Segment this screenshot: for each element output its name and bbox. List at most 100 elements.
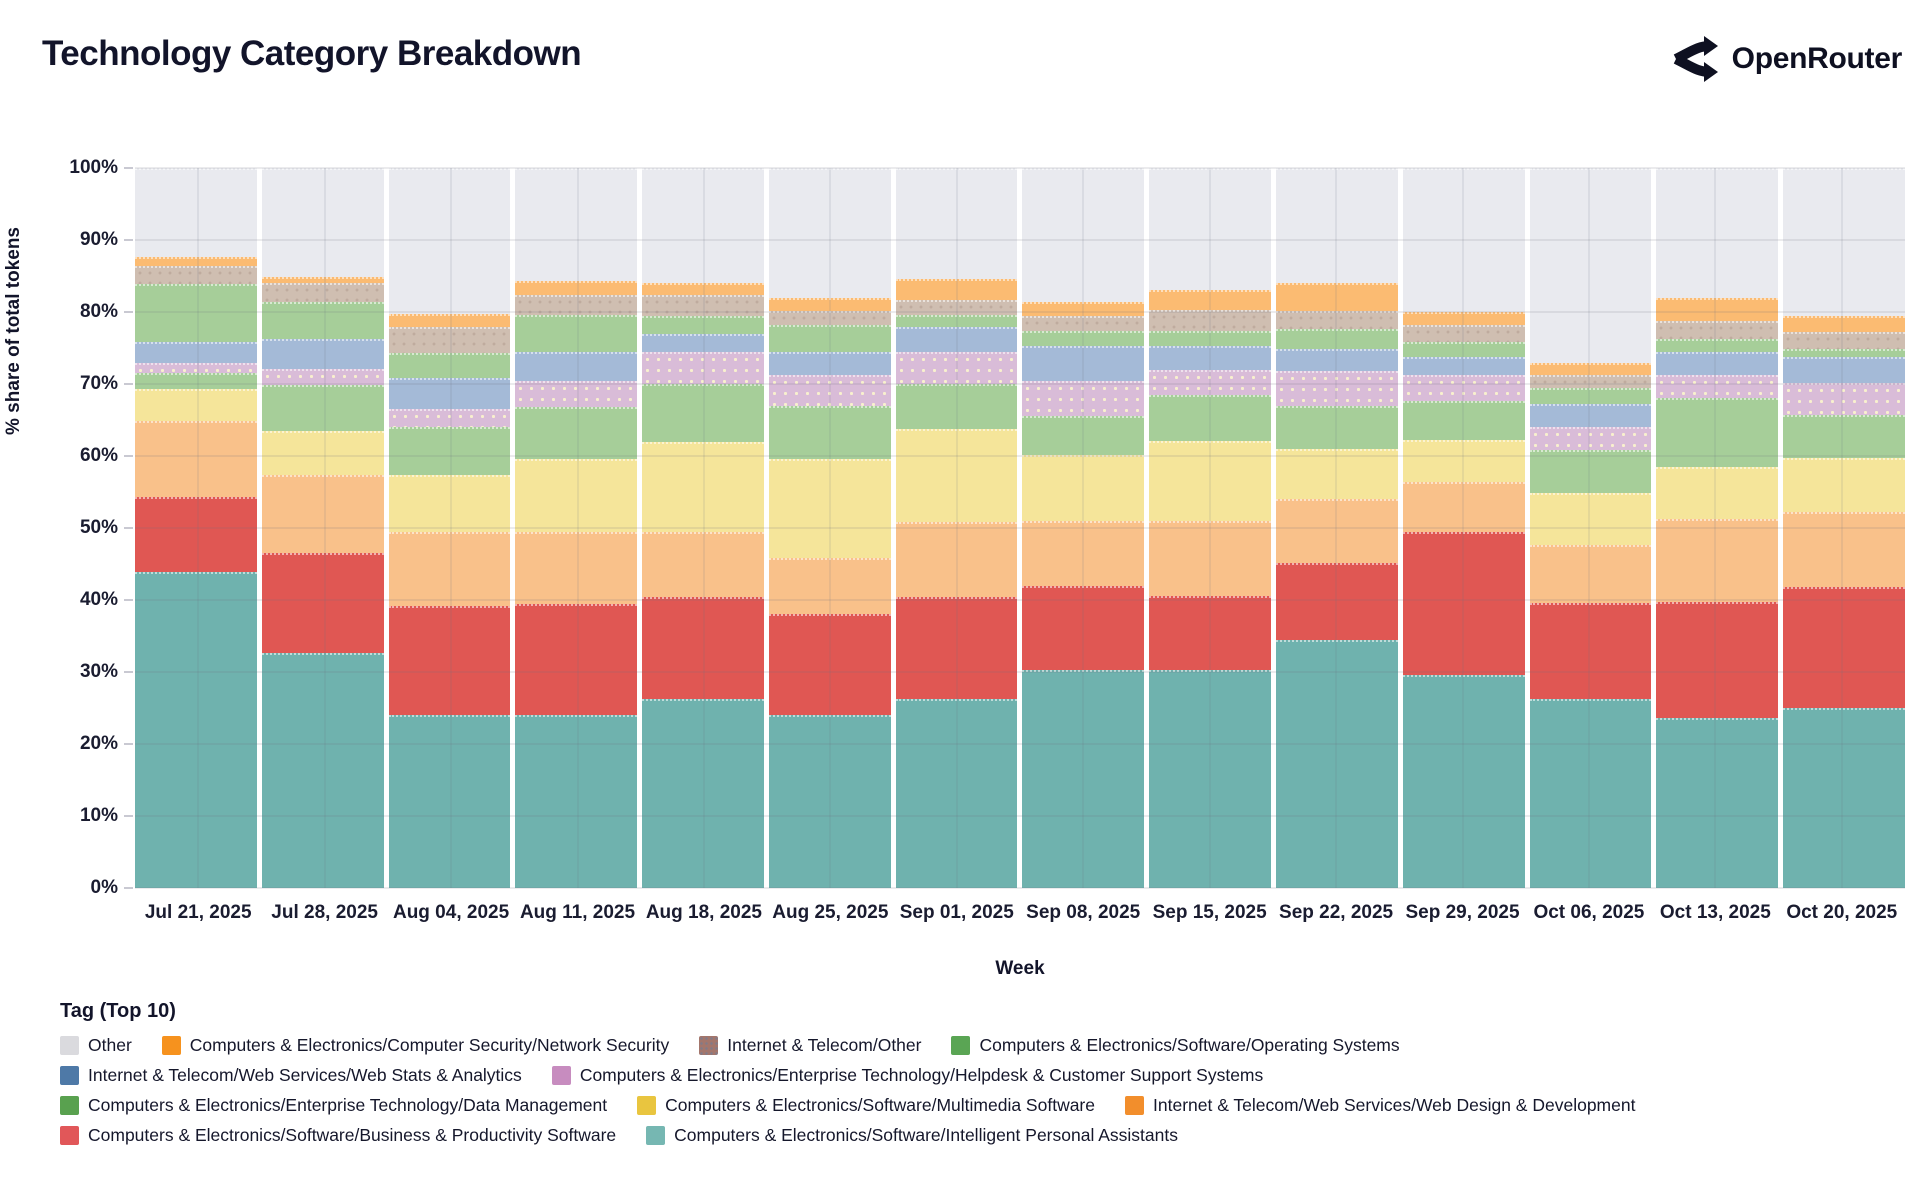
bar-segment[interactable] bbox=[1149, 596, 1272, 670]
bar-segment[interactable] bbox=[1529, 388, 1652, 405]
bar-segment[interactable] bbox=[642, 282, 764, 296]
bar-segment[interactable] bbox=[642, 316, 764, 335]
bar-segment[interactable] bbox=[1783, 382, 1905, 415]
bar-segment[interactable] bbox=[1529, 602, 1652, 700]
bar-segment[interactable] bbox=[1529, 545, 1652, 603]
bar-segment[interactable] bbox=[515, 532, 638, 605]
bar-segment[interactable] bbox=[1276, 371, 1398, 406]
bar-segment[interactable] bbox=[388, 606, 511, 716]
bar-segment[interactable] bbox=[1149, 440, 1272, 521]
bar-segment[interactable] bbox=[1783, 356, 1905, 383]
bar-segment[interactable] bbox=[1783, 168, 1905, 317]
bar-segment[interactable] bbox=[1022, 302, 1145, 316]
bar-segment[interactable] bbox=[1529, 404, 1652, 428]
legend-item[interactable]: Computers & Electronics/Software/Operati… bbox=[951, 1035, 1400, 1056]
bar-segment[interactable] bbox=[1529, 450, 1652, 494]
bar-segment[interactable] bbox=[1783, 587, 1905, 708]
bar-segment[interactable] bbox=[135, 421, 257, 498]
legend-item[interactable]: Computers & Electronics/Computer Securit… bbox=[161, 1035, 669, 1056]
bar-segment[interactable] bbox=[768, 614, 891, 716]
bar-segment[interactable] bbox=[388, 426, 511, 475]
bar-segment[interactable] bbox=[1529, 168, 1652, 364]
legend-item[interactable]: Internet & Telecom/Web Services/Web Desi… bbox=[1125, 1095, 1635, 1116]
bar-segment[interactable] bbox=[135, 168, 257, 257]
bar-segment[interactable] bbox=[1656, 519, 1779, 603]
bar-segment[interactable] bbox=[135, 372, 257, 390]
bar-segment[interactable] bbox=[768, 311, 891, 326]
legend-item[interactable]: Computers & Electronics/Enterprise Techn… bbox=[60, 1095, 607, 1116]
bar-segment[interactable] bbox=[1276, 282, 1398, 312]
bar-segment[interactable] bbox=[1783, 316, 1905, 333]
bar-segment[interactable] bbox=[895, 168, 1018, 279]
bar-segment[interactable] bbox=[1402, 674, 1525, 888]
bar-segment[interactable] bbox=[1656, 718, 1779, 888]
bar-segment[interactable] bbox=[515, 715, 638, 888]
bar-segment[interactable] bbox=[1656, 339, 1779, 353]
bar-segment[interactable] bbox=[1529, 493, 1652, 546]
bar-segment[interactable] bbox=[768, 405, 891, 459]
bar-segment[interactable] bbox=[642, 295, 764, 317]
bar-segment[interactable] bbox=[261, 384, 384, 431]
bar-segment[interactable] bbox=[261, 368, 384, 385]
bar-segment[interactable] bbox=[1276, 328, 1398, 349]
bar-segment[interactable] bbox=[1276, 499, 1398, 563]
bar-segment[interactable] bbox=[515, 381, 638, 408]
bar-segment[interactable] bbox=[1022, 168, 1145, 302]
bar-segment[interactable] bbox=[642, 532, 764, 598]
bar-segment[interactable] bbox=[261, 553, 384, 653]
bar-segment[interactable] bbox=[1529, 363, 1652, 375]
bar-segment[interactable] bbox=[515, 458, 638, 533]
bar-segment[interactable] bbox=[515, 314, 638, 353]
bar-segment[interactable] bbox=[1149, 330, 1272, 346]
bar-segment[interactable] bbox=[1022, 330, 1145, 346]
bar-segment[interactable] bbox=[768, 325, 891, 352]
bar-segment[interactable] bbox=[768, 351, 891, 376]
legend-item[interactable]: Other bbox=[60, 1035, 132, 1056]
bar-segment[interactable] bbox=[1276, 311, 1398, 329]
bar-segment[interactable] bbox=[1402, 325, 1525, 343]
bar-segment[interactable] bbox=[261, 282, 384, 302]
bar-segment[interactable] bbox=[135, 265, 257, 284]
bar-segment[interactable] bbox=[1149, 370, 1272, 395]
bar-segment[interactable] bbox=[768, 715, 891, 888]
bar-segment[interactable] bbox=[1022, 315, 1145, 331]
bar-segment[interactable] bbox=[642, 698, 764, 888]
bar-segment[interactable] bbox=[1656, 298, 1779, 321]
bar-segment[interactable] bbox=[768, 375, 891, 406]
bar-segment[interactable] bbox=[1149, 168, 1272, 291]
bar-segment[interactable] bbox=[642, 334, 764, 353]
bar-segment[interactable] bbox=[1149, 669, 1272, 888]
bar-segment[interactable] bbox=[1529, 427, 1652, 451]
bar-segment[interactable] bbox=[1276, 448, 1398, 500]
bar-segment[interactable] bbox=[895, 428, 1018, 523]
bar-segment[interactable] bbox=[1656, 602, 1779, 719]
bar-segment[interactable] bbox=[388, 532, 511, 607]
bar-segment[interactable] bbox=[1149, 394, 1272, 441]
bar-segment[interactable] bbox=[1276, 405, 1398, 449]
bar-segment[interactable] bbox=[261, 430, 384, 475]
bar-segment[interactable] bbox=[1656, 352, 1779, 375]
bar-segment[interactable] bbox=[1022, 345, 1145, 382]
bar-segment[interactable] bbox=[261, 474, 384, 554]
bar-segment[interactable] bbox=[895, 351, 1018, 385]
legend-item[interactable]: Computers & Electronics/Enterprise Techn… bbox=[551, 1065, 1263, 1086]
bar-segment[interactable] bbox=[388, 353, 511, 379]
bar-segment[interactable] bbox=[768, 168, 891, 299]
bar-segment[interactable] bbox=[135, 363, 257, 373]
legend-item[interactable]: Internet & Telecom/Other bbox=[699, 1035, 921, 1056]
bar-segment[interactable] bbox=[1402, 440, 1525, 482]
bar-segment[interactable] bbox=[1402, 401, 1525, 441]
bar-segment[interactable] bbox=[1656, 320, 1779, 340]
bar-segment[interactable] bbox=[1783, 458, 1905, 513]
bar-segment[interactable] bbox=[895, 597, 1018, 700]
bar-segment[interactable] bbox=[1783, 414, 1905, 459]
bar-segment[interactable] bbox=[135, 571, 257, 888]
legend-item[interactable]: Computers & Electronics/Software/Multime… bbox=[637, 1095, 1095, 1116]
bar-segment[interactable] bbox=[388, 378, 511, 409]
bar-segment[interactable] bbox=[642, 597, 764, 699]
bar-segment[interactable] bbox=[1783, 708, 1905, 888]
bar-segment[interactable] bbox=[895, 278, 1018, 300]
bar-segment[interactable] bbox=[642, 352, 764, 385]
bar-segment[interactable] bbox=[1529, 374, 1652, 389]
bar-segment[interactable] bbox=[388, 408, 511, 427]
